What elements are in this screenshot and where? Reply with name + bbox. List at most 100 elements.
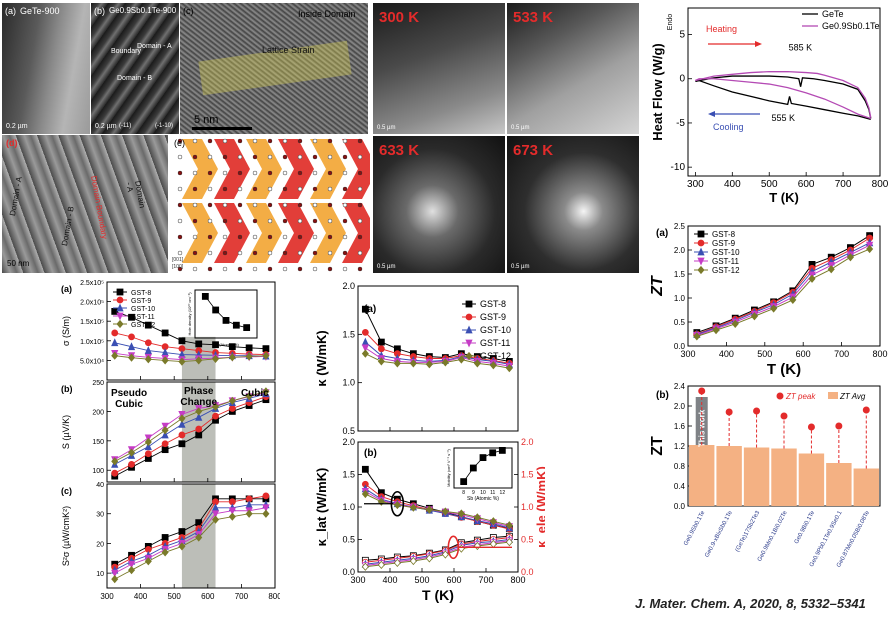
temperature-label: 533 K (513, 9, 554, 26)
axis-label: (-11) (119, 123, 132, 129)
data-point (361, 465, 369, 473)
y-tick-label: 2.0 (674, 402, 686, 411)
atom (252, 138, 258, 144)
data-point (201, 292, 209, 300)
series-line (695, 78, 871, 120)
atom (342, 186, 348, 192)
x-tick-label: 300 (680, 349, 695, 359)
series-line (696, 235, 870, 334)
atom (192, 234, 198, 240)
y-tick-label: 1.5 (674, 270, 686, 279)
atom (252, 170, 258, 176)
data-point (409, 556, 417, 566)
data-point (127, 560, 136, 569)
data-point (178, 337, 186, 345)
data-point (361, 489, 369, 499)
domain-a-label: Domain - A (137, 43, 172, 50)
cooling-label: Cooling (713, 122, 744, 132)
data-point (808, 274, 816, 283)
series (695, 78, 871, 120)
x-tick-label: 500 (414, 575, 429, 585)
y-axis-label: ZT (650, 275, 666, 297)
data-point (262, 345, 270, 353)
y-tick-label: 0.5 (674, 318, 686, 327)
atom (267, 218, 273, 224)
atom (312, 186, 318, 192)
legend-label: GST-11 (712, 257, 740, 266)
peak-marker (835, 422, 843, 430)
legend-label: GST-9 (480, 312, 506, 322)
legend-label: GST-8 (131, 290, 151, 297)
data-point (262, 504, 270, 513)
data-point (111, 457, 119, 466)
inset-y-label: Hole density (10²⁰ cm⁻³) (187, 292, 192, 336)
data-point (465, 339, 473, 348)
atom (177, 154, 183, 160)
x-tick-label: 600 (798, 179, 815, 190)
atom (252, 202, 258, 208)
series (361, 534, 513, 566)
data-point (228, 512, 236, 521)
data-point (195, 340, 203, 348)
y-tick-label: 2.5x10⁵ (80, 280, 104, 287)
data-point (212, 306, 220, 314)
atom (177, 138, 183, 144)
peak-marker (807, 423, 815, 431)
series-line (365, 347, 510, 367)
atom (207, 170, 213, 176)
domain-b-label: Domain - B (117, 75, 153, 82)
series (695, 75, 872, 119)
chevron (182, 203, 218, 263)
plot-frame (687, 225, 881, 347)
data-point (693, 332, 701, 341)
series (361, 537, 513, 571)
annotation-585: 585 K (789, 42, 813, 52)
data-point (425, 554, 433, 563)
data-point (144, 557, 152, 566)
atom (267, 266, 273, 272)
series-line (696, 237, 870, 335)
scale-bar: 50 nm (7, 259, 30, 268)
data-point (116, 303, 124, 312)
atom (237, 202, 243, 208)
data-point (116, 288, 124, 296)
plot-frame (357, 285, 519, 432)
tem-673k: 673 K 0.5 µm (507, 136, 639, 273)
y-tick-label: 10 (96, 571, 104, 578)
series (361, 349, 513, 373)
data-point (195, 412, 203, 421)
data-point (128, 353, 136, 362)
data-point (457, 509, 465, 518)
data-point (195, 533, 203, 542)
x-axis-label: T (K) (769, 190, 799, 205)
data-point (377, 560, 385, 569)
y-axis-label: Heat Flow (W/g) (650, 43, 665, 141)
y-tick-label: 250 (92, 380, 104, 387)
scale-bar: 0.5 µm (511, 125, 530, 131)
atom (297, 170, 303, 176)
y-tick-label: 1.0x10⁵ (80, 339, 104, 346)
x-tick-label: 400 (382, 575, 397, 585)
atom (207, 186, 213, 192)
plot-frame (453, 447, 513, 489)
data-point (178, 414, 186, 423)
atom (267, 250, 273, 256)
data-point (441, 358, 449, 367)
x-tick-label: 600 (796, 349, 811, 359)
atom (327, 154, 333, 160)
data-point (161, 329, 169, 337)
y-tick-label: 30 (96, 512, 104, 519)
series-line (114, 504, 266, 571)
y-tick-label: 1.5 (342, 470, 355, 480)
x-axis-label: T (K) (767, 361, 801, 378)
axis-label: (-1-10) (155, 123, 174, 129)
plot-frame (194, 289, 258, 339)
series-line (695, 79, 871, 121)
data-point (161, 446, 169, 454)
atom (207, 250, 213, 256)
series-line (365, 353, 510, 369)
atom (297, 234, 303, 240)
series-line (114, 498, 266, 565)
data-point (393, 558, 401, 568)
atom (177, 202, 183, 208)
